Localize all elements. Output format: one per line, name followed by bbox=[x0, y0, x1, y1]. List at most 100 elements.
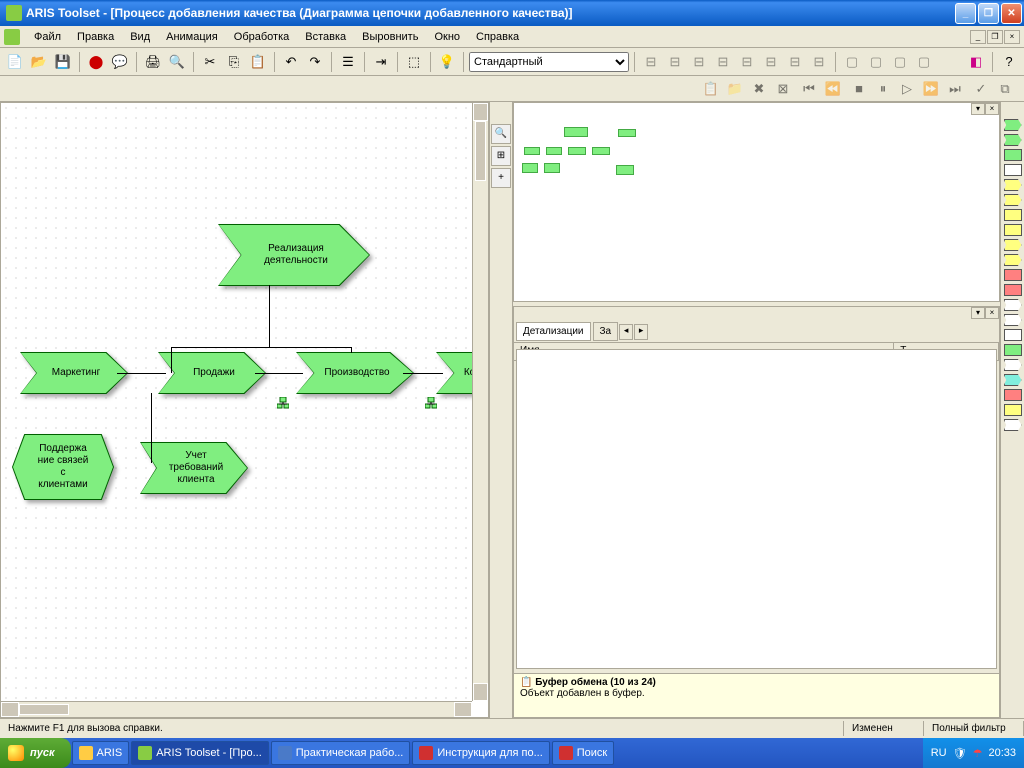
side-window-button[interactable]: ⊞ bbox=[491, 146, 511, 166]
paste-button[interactable]: 📋 bbox=[247, 51, 269, 73]
back-button[interactable]: ▢ bbox=[865, 51, 887, 73]
palette-shape-5[interactable] bbox=[1004, 194, 1022, 206]
anim-copy-button[interactable]: 📋 bbox=[700, 78, 722, 100]
side-zoom-button[interactable]: 🔍 bbox=[491, 124, 511, 144]
node-n7[interactable]: Поддержание связейсклиентами bbox=[13, 435, 113, 499]
dist-h-button[interactable]: ⊟ bbox=[784, 51, 806, 73]
taskbar-item[interactable]: ARIS Toolset - [Про... bbox=[131, 741, 269, 765]
align-bot-button[interactable]: ⊟ bbox=[760, 51, 782, 73]
align-left-button[interactable]: ⊟ bbox=[640, 51, 662, 73]
anim-back-button[interactable]: ⏪ bbox=[822, 78, 844, 100]
mdi-close-button[interactable]: × bbox=[1004, 30, 1020, 44]
node-n3[interactable]: Продажи bbox=[159, 353, 265, 393]
preview-button[interactable]: 🔍 bbox=[166, 51, 188, 73]
align-top-button[interactable]: ⊟ bbox=[712, 51, 734, 73]
anim-rewind-button[interactable]: ⏮ bbox=[798, 78, 820, 100]
palette-button[interactable]: ◧ bbox=[965, 51, 987, 73]
anim-x-button[interactable]: ⊠ bbox=[772, 78, 794, 100]
dist-v-button[interactable]: ⊟ bbox=[808, 51, 830, 73]
language-indicator[interactable]: RU bbox=[931, 747, 947, 759]
menu-файл[interactable]: Файл bbox=[26, 29, 69, 45]
menu-выровнить[interactable]: Выровнить bbox=[354, 29, 426, 45]
align-mid-button[interactable]: ⊟ bbox=[736, 51, 758, 73]
palette-shape-11[interactable] bbox=[1004, 284, 1022, 296]
style-select[interactable]: Стандартный bbox=[469, 52, 629, 72]
detail-list[interactable] bbox=[516, 349, 997, 669]
side-expand-button[interactable]: + bbox=[491, 168, 511, 188]
anim-graph-button[interactable]: ⧉ bbox=[994, 78, 1016, 100]
align-right-button[interactable]: ⊟ bbox=[688, 51, 710, 73]
mdi-minimize-button[interactable]: _ bbox=[970, 30, 986, 44]
group2-button[interactable]: ▢ bbox=[889, 51, 911, 73]
hierarchy-icon[interactable] bbox=[277, 397, 289, 409]
start-button[interactable]: пуск bbox=[0, 738, 71, 768]
menu-правка[interactable]: Правка bbox=[69, 29, 122, 45]
palette-shape-12[interactable] bbox=[1004, 299, 1022, 311]
print-button[interactable]: 🖨 bbox=[142, 51, 164, 73]
front-button[interactable]: ▢ bbox=[841, 51, 863, 73]
palette-shape-7[interactable] bbox=[1004, 224, 1022, 236]
vertical-scrollbar[interactable] bbox=[472, 103, 488, 701]
bulb-button[interactable]: 💡 bbox=[436, 51, 458, 73]
taskbar-item[interactable]: Практическая рабо... bbox=[271, 741, 411, 765]
palette-shape-1[interactable] bbox=[1004, 134, 1022, 146]
minimap-pin-button[interactable]: ▾ bbox=[971, 103, 985, 115]
anim-ff-button[interactable]: ⏩ bbox=[920, 78, 942, 100]
menu-обработка[interactable]: Обработка bbox=[226, 29, 297, 45]
detail-close-button[interactable]: × bbox=[985, 307, 999, 319]
tray-shield-icon[interactable]: 🛡 bbox=[953, 747, 967, 760]
tab-scroll-left[interactable]: ◂ bbox=[619, 324, 633, 340]
tray-clock[interactable]: 20:33 bbox=[988, 747, 1016, 759]
undo-button[interactable]: ↶ bbox=[280, 51, 302, 73]
tab-za[interactable]: За bbox=[593, 322, 619, 341]
chat-button[interactable]: 💬 bbox=[109, 51, 131, 73]
tab-detail[interactable]: Детализации bbox=[516, 322, 591, 341]
minimize-button[interactable]: _ bbox=[955, 3, 976, 24]
palette-shape-14[interactable] bbox=[1004, 329, 1022, 341]
detail-pin-button[interactable]: ▾ bbox=[971, 307, 985, 319]
ungroup-button[interactable]: ▢ bbox=[913, 51, 935, 73]
taskbar-item[interactable]: Поиск bbox=[552, 741, 614, 765]
palette-shape-2[interactable] bbox=[1004, 149, 1022, 161]
palette-shape-17[interactable] bbox=[1004, 374, 1022, 386]
minimap[interactable] bbox=[518, 117, 995, 217]
tab-scroll-right[interactable]: ▸ bbox=[634, 324, 648, 340]
taskbar-item[interactable]: Инструкция для по... bbox=[412, 741, 549, 765]
palette-shape-19[interactable] bbox=[1004, 404, 1022, 416]
group-button[interactable]: ⬚ bbox=[403, 51, 425, 73]
palette-shape-18[interactable] bbox=[1004, 389, 1022, 401]
palette-shape-4[interactable] bbox=[1004, 179, 1022, 191]
redo-button[interactable]: ↷ bbox=[304, 51, 326, 73]
open-button[interactable]: 📂 bbox=[28, 51, 50, 73]
node-n2[interactable]: Маркетинг bbox=[21, 353, 127, 393]
menu-анимация[interactable]: Анимация bbox=[158, 29, 226, 45]
menu-вставка[interactable]: Вставка bbox=[297, 29, 354, 45]
anim-pause-button[interactable]: ⏸ bbox=[872, 78, 894, 100]
mdi-restore-button[interactable]: ❐ bbox=[987, 30, 1003, 44]
palette-shape-6[interactable] bbox=[1004, 209, 1022, 221]
props-button[interactable]: ☰ bbox=[337, 51, 359, 73]
diagram-canvas[interactable]: РеализациядеятельностиМаркетингПродажиПр… bbox=[1, 103, 472, 701]
palette-shape-8[interactable] bbox=[1004, 239, 1022, 251]
anim-stop-button[interactable]: ■ bbox=[848, 78, 870, 100]
anim-check-button[interactable]: ✓ bbox=[970, 78, 992, 100]
palette-shape-13[interactable] bbox=[1004, 314, 1022, 326]
align-center-button[interactable]: ⊟ bbox=[664, 51, 686, 73]
copy-button[interactable]: ⎘ bbox=[223, 51, 245, 73]
anim-end-button[interactable]: ⏭ bbox=[944, 78, 966, 100]
palette-shape-3[interactable] bbox=[1004, 164, 1022, 176]
horizontal-scrollbar[interactable] bbox=[1, 701, 472, 717]
save-button[interactable]: 💾 bbox=[52, 51, 74, 73]
new-button[interactable]: 📄 bbox=[4, 51, 26, 73]
anim-play-button[interactable]: ▷ bbox=[896, 78, 918, 100]
palette-shape-0[interactable] bbox=[1004, 119, 1022, 131]
cut-button[interactable]: ✂ bbox=[199, 51, 221, 73]
anim-folder-button[interactable]: 📁 bbox=[724, 78, 746, 100]
palette-shape-15[interactable] bbox=[1004, 344, 1022, 356]
maximize-button[interactable]: ❐ bbox=[978, 3, 999, 24]
menu-вид[interactable]: Вид bbox=[122, 29, 158, 45]
tray-antivirus-icon[interactable]: ☂ bbox=[973, 747, 983, 760]
help-button[interactable]: ? bbox=[998, 51, 1020, 73]
record-button[interactable]: ⬤ bbox=[85, 51, 107, 73]
node-n1[interactable]: Реализациядеятельности bbox=[219, 225, 369, 285]
